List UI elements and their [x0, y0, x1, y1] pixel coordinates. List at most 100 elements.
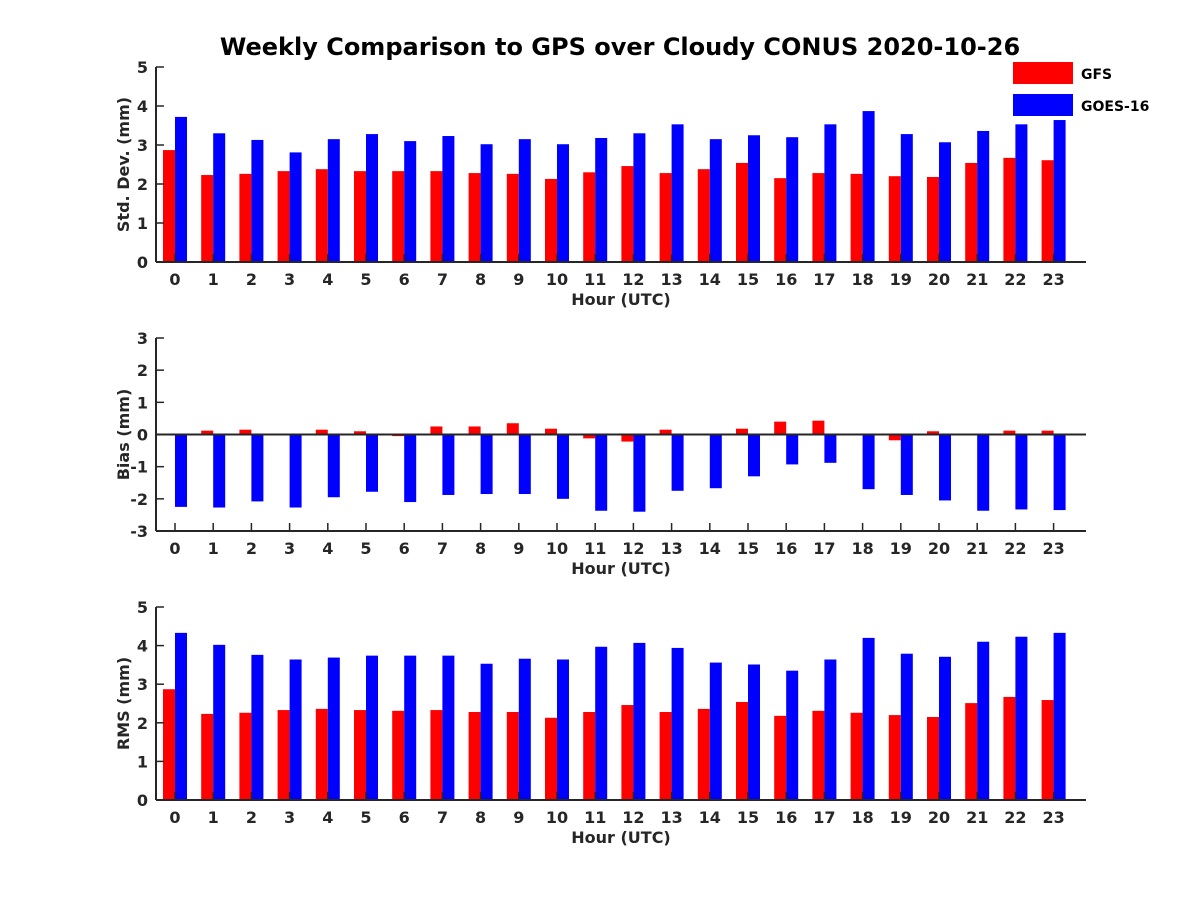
bar-goes16-hour-8 [480, 663, 493, 800]
bar-gfs-hour-16 [774, 421, 787, 435]
x-tick-label: 21 [966, 808, 988, 827]
bar-gfs-hour-12 [621, 166, 634, 262]
x-tick-label: 19 [890, 539, 912, 558]
bar-goes16-hour-18 [862, 637, 875, 800]
bar-gfs-hour-8 [468, 173, 481, 262]
bar-goes16-hour-6 [404, 141, 417, 262]
bar-goes16-hour-11 [595, 434, 608, 511]
bar-gfs-hour-17 [812, 420, 825, 435]
bar-gfs-hour-20 [927, 176, 939, 262]
bar-goes16-hour-1 [213, 133, 226, 262]
x-tick-label: 10 [546, 808, 568, 827]
x-tick-label: 17 [813, 539, 835, 558]
x-tick-label: 22 [1004, 270, 1026, 289]
x-tick-label: 23 [1042, 808, 1064, 827]
y-tick-label: 1 [137, 393, 148, 412]
bar-gfs-hour-5 [354, 431, 366, 435]
y-tick-label: -1 [130, 458, 148, 477]
legend-swatch-goes16 [1013, 94, 1073, 116]
bar-gfs-hour-12 [621, 705, 634, 800]
bar-gfs-hour-23 [1041, 430, 1054, 435]
x-tick-label: 1 [208, 270, 219, 289]
bar-gfs-hour-13 [659, 711, 672, 800]
x-tick-label: 21 [966, 270, 988, 289]
bar-goes16-hour-12 [633, 434, 646, 512]
x-tick-label: 16 [775, 808, 797, 827]
x-tick-label: 15 [737, 270, 759, 289]
x-tick-label: 0 [169, 270, 180, 289]
bar-goes16-hour-12 [633, 133, 646, 262]
bar-goes16-hour-22 [1015, 636, 1028, 800]
y-tick-label: 4 [137, 637, 148, 656]
x-tick-label: 22 [1004, 808, 1026, 827]
bar-gfs-hour-1 [201, 713, 214, 800]
y-axis-label: Std. Dev. (mm) [114, 97, 133, 232]
x-tick-label: 15 [737, 808, 759, 827]
x-tick-label: 0 [169, 808, 180, 827]
y-tick-label: 2 [137, 714, 148, 733]
bar-goes16-hour-19 [900, 134, 913, 262]
bar-gfs-hour-4 [315, 169, 328, 262]
bar-goes16-hour-14 [709, 139, 722, 262]
x-tick-label: 10 [546, 539, 568, 558]
y-tick-label: 0 [137, 426, 148, 445]
y-axis-label: Bias (mm) [114, 389, 133, 481]
x-tick-label: 18 [851, 539, 873, 558]
x-axis-label: Hour (UTC) [571, 290, 671, 309]
bar-gfs-hour-14 [697, 708, 710, 800]
bar-goes16-hour-21 [977, 434, 990, 511]
x-tick-label: 2 [246, 270, 257, 289]
y-tick-label: -3 [130, 522, 148, 541]
x-tick-label: 11 [584, 539, 606, 558]
y-tick-label: -2 [130, 490, 148, 509]
bar-goes16-hour-8 [480, 144, 493, 262]
bar-gfs-hour-4 [315, 429, 328, 435]
bar-goes16-hour-10 [557, 659, 569, 800]
y-tick-label: 1 [137, 214, 148, 233]
bar-goes16-hour-14 [709, 662, 722, 800]
bar-goes16-hour-7 [442, 136, 455, 262]
bar-gfs-hour-23 [1041, 700, 1054, 800]
x-tick-label: 8 [475, 808, 486, 827]
x-tick-label: 17 [813, 808, 835, 827]
bar-gfs-hour-16 [774, 715, 787, 800]
bar-goes16-hour-4 [327, 434, 340, 498]
x-tick-label: 9 [513, 270, 524, 289]
bar-goes16-hour-17 [824, 124, 837, 262]
bar-gfs-hour-15 [736, 428, 748, 435]
bar-goes16-hour-3 [289, 152, 302, 262]
bar-gfs-hour-23 [1041, 160, 1054, 262]
bar-goes16-hour-23 [1053, 120, 1066, 262]
bar-goes16-hour-13 [671, 124, 684, 262]
bar-goes16-hour-4 [327, 139, 340, 262]
y-tick-label: 2 [137, 361, 148, 380]
x-tick-label: 16 [775, 539, 797, 558]
x-tick-label: 10 [546, 270, 568, 289]
x-tick-label: 16 [775, 270, 797, 289]
legend: GFS GOES-16 [1013, 62, 1149, 116]
bar-goes16-hour-14 [709, 434, 722, 489]
x-axis-label: Hour (UTC) [571, 828, 671, 847]
bar-gfs-hour-7 [430, 171, 443, 262]
x-tick-label: 2 [246, 808, 257, 827]
legend-label-goes16: GOES-16 [1081, 99, 1149, 115]
y-tick-label: 3 [137, 136, 148, 155]
bar-goes16-hour-2 [251, 654, 264, 800]
bar-goes16-hour-15 [748, 664, 760, 800]
bar-gfs-hour-11 [583, 434, 596, 439]
x-tick-label: 14 [699, 539, 721, 558]
x-tick-label: 20 [928, 539, 950, 558]
x-tick-label: 20 [928, 808, 950, 827]
bar-goes16-hour-7 [442, 655, 455, 800]
bar-goes16-hour-22 [1015, 124, 1028, 262]
bar-goes16-hour-12 [633, 642, 646, 800]
bar-gfs-hour-19 [888, 715, 901, 800]
x-tick-label: 0 [169, 539, 180, 558]
bar-goes16-hour-3 [289, 659, 302, 800]
bar-goes16-hour-11 [595, 646, 608, 800]
bar-goes16-hour-1 [213, 644, 226, 800]
x-tick-label: 9 [513, 539, 524, 558]
bar-goes16-hour-22 [1015, 434, 1028, 510]
